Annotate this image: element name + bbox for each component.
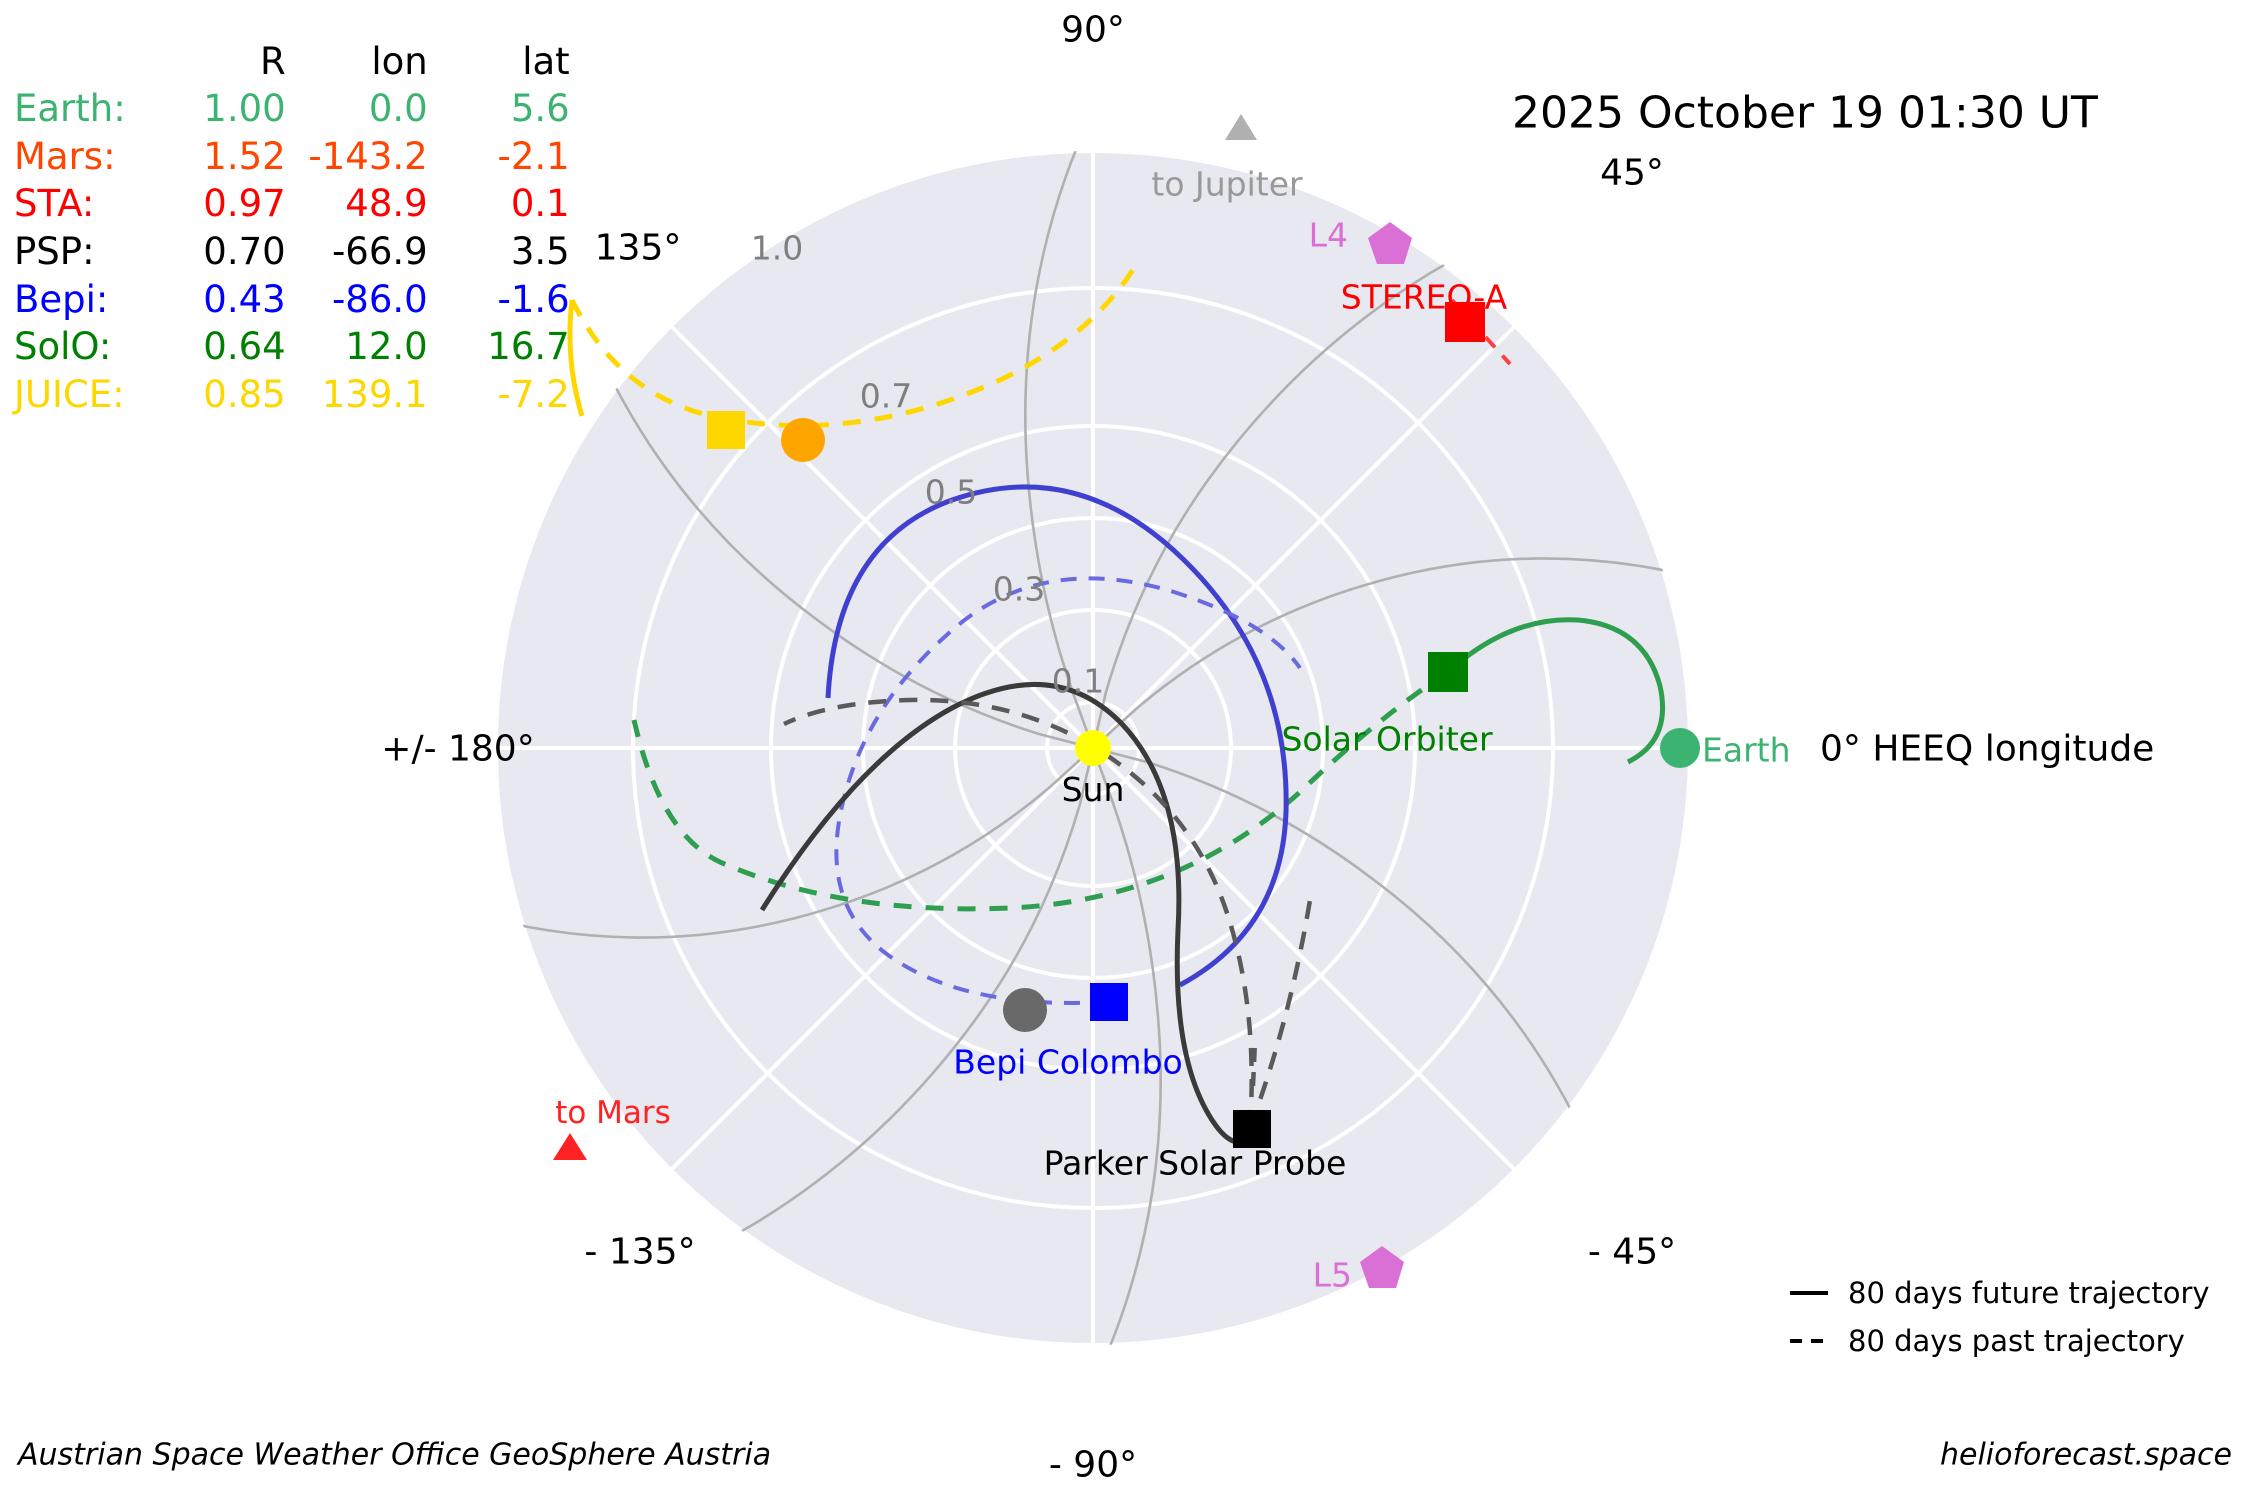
angle-label-180: +/- 180°: [381, 728, 535, 770]
legend-future-label: 80 days future trajectory: [1848, 1276, 2210, 1310]
angle-label-minus-90: - 90°: [1048, 1444, 1138, 1486]
earth-label: Earth: [1702, 730, 1791, 770]
sun-marker[interactable]: [1075, 730, 1111, 766]
stereo-a-label: STEREO-A: [1340, 277, 1508, 317]
juice-past-trajectory: [569, 266, 1137, 428]
header-lon: lon: [371, 40, 428, 83]
to-mars-label: to Mars: [555, 1095, 671, 1131]
psp-past-trajectory: [783, 697, 1254, 1129]
psp-past-trajectory-stub: [1250, 1041, 1258, 1087]
sun-label: Sun: [1061, 770, 1125, 809]
to-jupiter-marker[interactable]: [1225, 114, 1257, 140]
stereo-a-marker[interactable]: [1445, 302, 1485, 342]
row-lat: -1.6: [497, 277, 570, 321]
bepi-colombo-label: Bepi Colombo: [953, 1042, 1183, 1082]
row-lon: 139.1: [321, 372, 428, 416]
solar-orbiter-marker[interactable]: [1428, 652, 1468, 692]
row-lon: -86.0: [331, 277, 428, 321]
bepi-future-trajectory: [825, 484, 1289, 988]
angle-label-135: 135°: [594, 227, 682, 269]
juice-marker[interactable]: [707, 411, 745, 449]
row-name: STA:: [14, 182, 95, 226]
table-row: STA: 0.97 48.9 0.1: [14, 180, 570, 228]
plot-title: 2025 October 19 01:30 UT: [1512, 87, 2098, 139]
row-name: Earth:: [14, 87, 126, 130]
footer-right[interactable]: helioforecast.space: [1939, 1437, 2232, 1473]
row-lat: 16.7: [487, 325, 570, 369]
table-header-row: R lon lat: [14, 40, 570, 85]
psp-label: Parker Solar Probe: [1043, 1143, 1347, 1183]
row-r: 0.97: [203, 182, 286, 226]
l4-label: L4: [1308, 215, 1348, 255]
bepi-colombo-marker[interactable]: [1090, 983, 1128, 1021]
mercury-marker[interactable]: [1003, 988, 1047, 1032]
row-name: Bepi:: [14, 277, 109, 321]
solar-orbiter-future-trajectory: [1446, 617, 1666, 765]
table-row: Mars: 1.52 -143.2 -2.1: [14, 133, 570, 181]
row-lat: 0.1: [510, 182, 570, 226]
bepi-past-trajectory: [834, 576, 1302, 1005]
radius-label-1-0: 1.0: [750, 228, 804, 268]
row-r: 0.85: [203, 372, 286, 416]
row-lon: -143.2: [308, 134, 428, 178]
row-name: PSP:: [14, 229, 95, 273]
positions-table: R lon lat Earth: 1.00 0.0 5.6 Mars: 1.52…: [14, 40, 570, 419]
radius-label-0-1: 0.1: [1051, 661, 1105, 701]
radius-label-0-5: 0.5: [924, 472, 978, 512]
legend-past-label: 80 days past trajectory: [1848, 1324, 2185, 1358]
radius-label-0-7: 0.7: [859, 376, 913, 416]
l5-marker[interactable]: [1360, 1246, 1404, 1288]
row-lon: -66.9: [331, 229, 428, 273]
row-lat: -7.2: [497, 372, 570, 416]
juice-future-trajectory: [567, 299, 585, 417]
row-name: SolO:: [14, 325, 112, 369]
row-r: 0.64: [203, 325, 286, 369]
angle-label-90: 90°: [1061, 9, 1125, 51]
row-r: 1.52: [203, 134, 286, 178]
to-jupiter-label: to Jupiter: [1151, 164, 1303, 204]
header-blank: [14, 40, 144, 85]
row-name: JUICE:: [14, 372, 125, 416]
earth-marker[interactable]: [1660, 728, 1700, 768]
angle-label-minus-135: - 135°: [584, 1231, 696, 1273]
angle-label-minus-45: - 45°: [1587, 1231, 1677, 1273]
table-row: Earth: 1.00 0.0 5.6: [14, 85, 570, 133]
row-name: Mars:: [14, 134, 116, 178]
table-row: PSP: 0.70 -66.9 3.5: [14, 228, 570, 276]
footer-left: Austrian Space Weather Office GeoSphere …: [18, 1437, 772, 1473]
psp-marker[interactable]: [1233, 1110, 1271, 1148]
solar-orbiter-label: Solar Orbiter: [1281, 719, 1493, 759]
table-row: SolO: 0.64 12.0 16.7: [14, 323, 570, 371]
row-lon: 48.9: [345, 182, 428, 226]
row-lat: 3.5: [510, 229, 570, 273]
table-row: Bepi: 0.43 -86.0 -1.6: [14, 276, 570, 324]
to-mars-marker[interactable]: [553, 1133, 587, 1160]
row-lat: 5.6: [510, 87, 570, 130]
row-r: 0.43: [203, 277, 286, 321]
angle-label-45: 45°: [1600, 152, 1664, 194]
solar-orbiter-past-trajectory: [631, 669, 1450, 912]
venus-marker[interactable]: [781, 418, 825, 462]
row-r: 0.70: [203, 229, 286, 273]
angle-label-0-heeq: 0° HEEQ longitude: [1820, 728, 2155, 770]
row-lon: 0.0: [368, 87, 428, 130]
radius-label-0-3: 0.3: [992, 569, 1046, 609]
table-row: JUICE: 0.85 139.1 -7.2: [14, 371, 570, 419]
header-r: R: [259, 40, 286, 83]
angle-gridlines: [496, 151, 1690, 1345]
row-lat: -2.1: [497, 134, 570, 178]
grid-group: [496, 151, 1690, 1345]
psp-future-trajectory: [759, 682, 1261, 1145]
row-lon: 12.0: [345, 325, 428, 369]
header-lat: lat: [522, 40, 570, 83]
l5-label: L5: [1312, 1255, 1352, 1295]
l4-marker[interactable]: [1368, 222, 1412, 264]
row-r: 1.00: [203, 87, 286, 130]
